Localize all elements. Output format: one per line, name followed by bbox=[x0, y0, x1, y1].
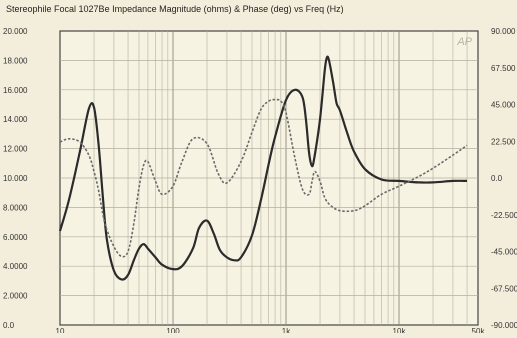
left-tick-label: 18.000 bbox=[3, 56, 28, 65]
left-tick-label: 2.0000 bbox=[3, 292, 28, 301]
left-tick-label: 4.0000 bbox=[3, 262, 28, 271]
left-tick-label: 0.0 bbox=[3, 321, 15, 330]
grid-lines bbox=[60, 31, 478, 325]
left-tick-label: 8.0000 bbox=[3, 203, 28, 212]
right-tick-label: -90.000 bbox=[491, 321, 517, 330]
left-tick-label: 10.000 bbox=[3, 174, 28, 183]
right-tick-label: 0.0 bbox=[491, 174, 503, 183]
left-tick-label: 12.000 bbox=[3, 145, 28, 154]
left-tick-label: 20.000 bbox=[3, 27, 28, 36]
series-layer bbox=[58, 55, 468, 281]
chart-title: Stereophile Focal 1027Be Impedance Magni… bbox=[6, 4, 344, 14]
ap-watermark: AP bbox=[456, 36, 472, 48]
right-tick-label: -45.000 bbox=[491, 248, 517, 257]
phase-series-line bbox=[59, 98, 468, 258]
right-tick-label: 22.500 bbox=[491, 137, 516, 146]
left-tick-label: 16.000 bbox=[3, 86, 28, 95]
bottom-tick-label: 50k bbox=[472, 327, 486, 333]
left-tick-label: 14.000 bbox=[3, 115, 28, 124]
bottom-tick-label: 10 bbox=[56, 327, 65, 333]
bottom-tick-label: 10k bbox=[393, 327, 407, 333]
right-tick-label: -67.500 bbox=[491, 284, 517, 293]
magnitude-series-line bbox=[58, 55, 468, 281]
bottom-tick-label: 100 bbox=[166, 327, 180, 333]
left-axis-ticks: 20.000 18.000 16.000 14.000 12.000 10.000 8.00… bbox=[3, 27, 28, 330]
right-axis-ticks: 90.000 67.500 45.000 22.500 0.0 -22.500 -45.00… bbox=[491, 27, 517, 330]
bottom-tick-label: 1k bbox=[282, 327, 291, 333]
right-tick-label: 90.000 bbox=[491, 27, 516, 36]
left-tick-label: 6.0000 bbox=[3, 233, 28, 242]
right-tick-label: -22.500 bbox=[491, 211, 517, 220]
right-tick-label: 67.500 bbox=[491, 64, 516, 73]
right-tick-label: 45.000 bbox=[491, 101, 516, 110]
bottom-axis-ticks: 10 100 1k 10k 50k bbox=[56, 327, 486, 336]
